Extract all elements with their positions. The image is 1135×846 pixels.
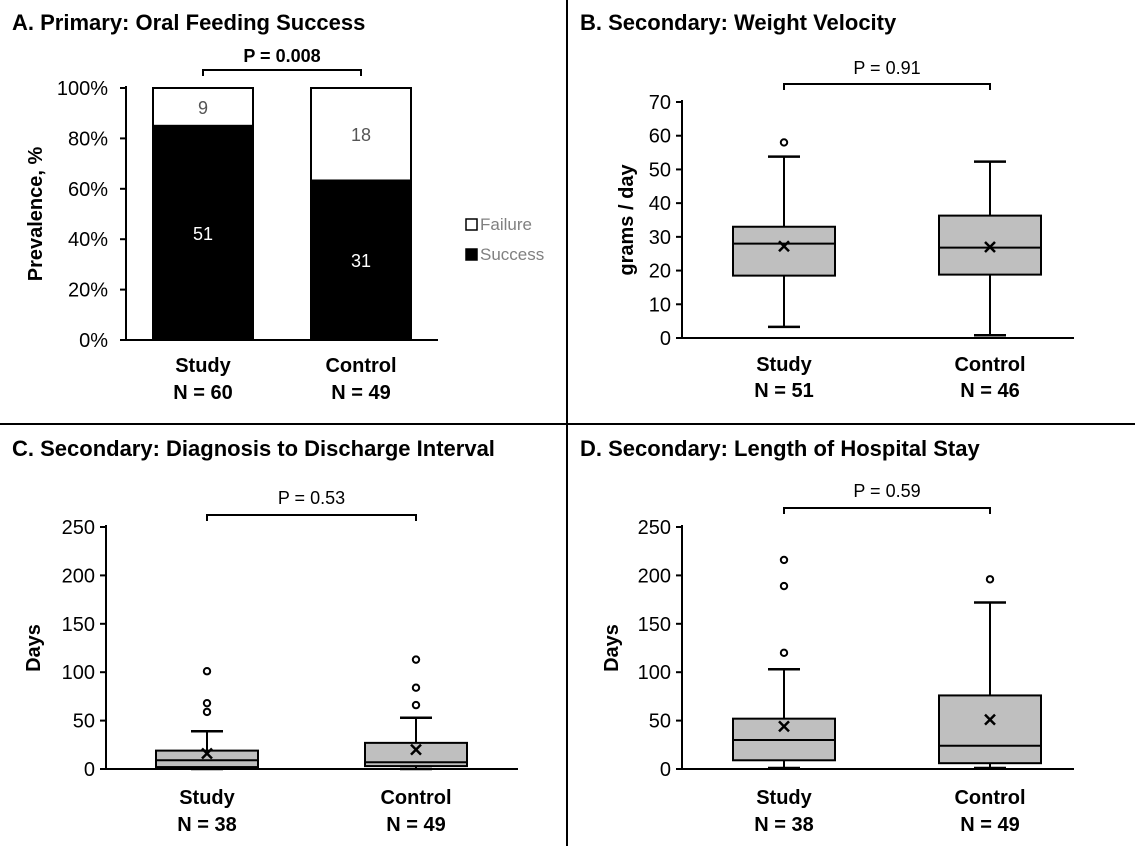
y-tick-label: 0 [84, 759, 95, 781]
x-category-label: Study [756, 354, 812, 376]
outlier-point [202, 667, 212, 676]
bar-success-count: 31 [351, 251, 371, 271]
y-tick-label: 50 [73, 711, 95, 733]
p-value-label: P = 0.59 [853, 481, 920, 501]
y-axis-label: grams / day [616, 164, 638, 276]
p-value-label: P = 0.53 [278, 488, 345, 508]
y-tick-label: 60 [649, 126, 671, 148]
sample-size-label: N = 49 [960, 814, 1019, 836]
bar-failure [310, 87, 412, 182]
y-tick-label: 200 [62, 565, 95, 587]
x-category-label: Control [954, 787, 1025, 809]
outlier-point [779, 138, 789, 147]
y-tick-label: 250 [62, 517, 95, 539]
significance-bracket [783, 507, 991, 514]
y-tick-label: 80% [68, 128, 108, 150]
legend-label-success: Success [480, 245, 544, 264]
outlier-point [411, 700, 421, 710]
outlier-point [985, 575, 995, 584]
box-iqr [732, 225, 836, 277]
panel-a: A. Primary: Oral Feeding Success Prevalen… [12, 10, 544, 404]
y-tick-label: 70 [649, 92, 671, 114]
y-tick-label: 60% [68, 179, 108, 201]
y-tick-label: 40 [649, 193, 671, 215]
y-tick-label: 200 [638, 565, 671, 587]
mean-marker [201, 747, 213, 760]
y-axis-label: Prevalence, % [25, 147, 47, 282]
box-iqr [155, 749, 259, 769]
panel-b: B. Secondary: Weight Velocity grams / day… [580, 10, 1074, 402]
x-category-label: Control [954, 354, 1025, 376]
y-tick-label: 20% [68, 280, 108, 302]
outlier-point [202, 707, 212, 717]
legend-swatch-success [465, 248, 478, 261]
y-tick-label: 250 [638, 517, 671, 539]
sample-size-label: N = 51 [754, 380, 813, 402]
outlier-point [779, 648, 789, 658]
outlier-point [779, 555, 789, 565]
legend-swatch-failure [465, 218, 478, 231]
significance-bracket [783, 83, 991, 90]
x-category-label: Study [756, 787, 812, 809]
y-tick-label: 150 [638, 614, 671, 636]
outlier-point [411, 655, 421, 664]
y-tick-label: 40% [68, 229, 108, 251]
y-axis-label: Days [601, 624, 623, 672]
box-iqr [938, 694, 1042, 765]
panel-d: D. Secondary: Length of Hospital Stay Day… [580, 436, 1074, 836]
x-category-label: Control [380, 787, 451, 809]
sample-size-label: N = 46 [960, 380, 1019, 402]
panel-c: C. Secondary: Diagnosis to Discharge Int… [12, 436, 518, 836]
y-tick-label: 30 [649, 227, 671, 249]
y-tick-label: 100 [638, 662, 671, 684]
bar-success-count: 51 [193, 224, 213, 244]
y-tick-label: 0 [660, 759, 671, 781]
y-tick-label: 0% [79, 330, 108, 352]
chart-title: C. Secondary: Diagnosis to Discharge Int… [12, 436, 495, 461]
sample-size-label: N = 49 [331, 382, 390, 404]
sample-size-label: N = 60 [173, 382, 232, 404]
outlier-point [779, 581, 789, 591]
x-category-label: Study [179, 787, 235, 809]
y-tick-label: 20 [649, 261, 671, 283]
bar-failure-count: 9 [198, 98, 208, 118]
outlier-point [411, 683, 421, 692]
p-value-label: P = 0.008 [243, 46, 320, 66]
x-category-label: Study [175, 355, 231, 377]
mean-marker [984, 241, 996, 253]
y-tick-label: 100 [62, 662, 95, 684]
sample-size-label: N = 38 [754, 814, 813, 836]
legend-label-failure: Failure [480, 215, 532, 234]
mean-marker [778, 240, 790, 253]
mean-marker [410, 743, 422, 756]
x-category-label: Control [325, 355, 396, 377]
chart-title: A. Primary: Oral Feeding Success [12, 10, 365, 35]
bar-success [310, 179, 412, 341]
y-tick-label: 50 [649, 159, 671, 181]
y-tick-label: 50 [649, 711, 671, 733]
chart-title: D. Secondary: Length of Hospital Stay [580, 436, 980, 461]
bar-failure [152, 87, 254, 127]
sample-size-label: N = 49 [386, 814, 445, 836]
significance-bracket [206, 514, 417, 521]
y-axis-label: Days [23, 624, 45, 672]
y-tick-label: 10 [649, 294, 671, 316]
chart-title: B. Secondary: Weight Velocity [580, 10, 897, 35]
y-tick-label: 100% [57, 78, 108, 100]
y-tick-label: 0 [660, 328, 671, 350]
mean-marker [984, 713, 996, 726]
bar-failure-count: 18 [351, 125, 371, 145]
box-iqr [938, 214, 1042, 276]
outlier-point [202, 698, 212, 708]
p-value-label: P = 0.91 [853, 58, 920, 78]
box-iqr [364, 741, 468, 768]
mean-marker [778, 720, 790, 733]
y-tick-label: 150 [62, 614, 95, 636]
sample-size-label: N = 38 [177, 814, 236, 836]
significance-bracket [202, 69, 362, 76]
